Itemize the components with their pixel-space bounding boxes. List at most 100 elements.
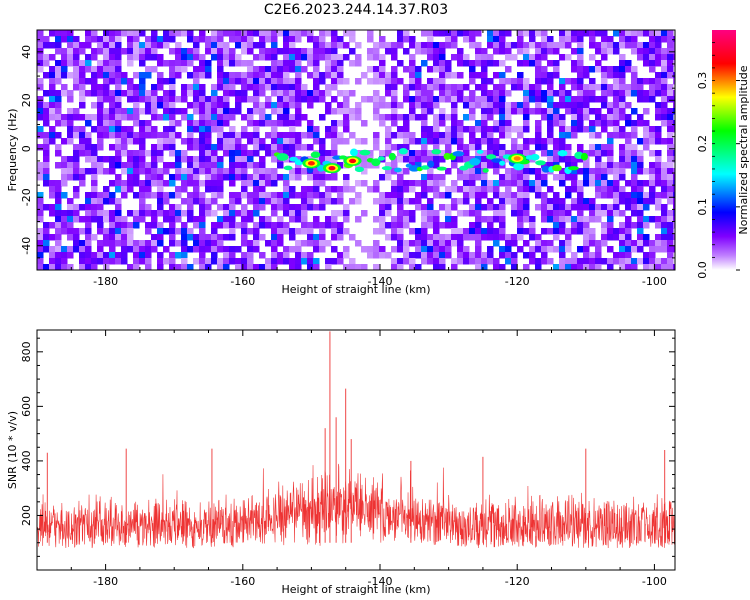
heatmap-cell bbox=[367, 186, 374, 193]
heatmap-cell bbox=[511, 54, 518, 61]
heatmap-cell bbox=[523, 54, 530, 61]
heatmap-cell bbox=[373, 132, 380, 139]
heatmap-cell bbox=[571, 228, 578, 235]
heatmap-cell bbox=[145, 150, 152, 157]
heatmap-cell bbox=[259, 72, 266, 79]
heatmap-cell bbox=[157, 186, 164, 193]
heatmap-cell bbox=[127, 264, 134, 270]
heatmap-cell bbox=[157, 132, 164, 139]
heatmap-cell bbox=[187, 114, 194, 121]
heatmap-cell bbox=[85, 198, 92, 205]
heatmap-cell bbox=[67, 246, 74, 253]
heatmap-cell bbox=[631, 198, 638, 205]
heatmap-cell bbox=[601, 54, 608, 61]
heatmap-cell bbox=[349, 60, 356, 67]
heatmap-cell bbox=[253, 198, 260, 205]
heatmap-cell bbox=[313, 42, 320, 49]
heatmap-cell bbox=[295, 72, 302, 79]
heatmap-cell bbox=[541, 210, 548, 217]
heatmap-cell bbox=[259, 168, 266, 175]
heatmap-cell bbox=[499, 150, 506, 157]
heatmap-cell bbox=[367, 252, 374, 259]
heatmap-cell bbox=[205, 72, 212, 79]
heatmap-cell bbox=[577, 216, 584, 223]
heatmap-cell bbox=[667, 60, 674, 67]
heatmap-cell bbox=[127, 210, 134, 217]
heatmap-cell bbox=[55, 144, 62, 151]
heatmap-cell bbox=[49, 246, 56, 253]
heatmap-cell bbox=[103, 168, 110, 175]
heatmap-cell bbox=[457, 186, 464, 193]
heatmap-cell bbox=[445, 96, 452, 103]
heatmap-cell bbox=[121, 246, 128, 253]
heatmap-cell bbox=[445, 168, 452, 175]
heatmap-cell bbox=[637, 168, 644, 175]
heatmap-cell bbox=[673, 180, 675, 187]
heatmap-cell bbox=[457, 240, 464, 247]
heatmap-cell bbox=[469, 114, 476, 121]
heatmap-cell bbox=[67, 252, 74, 259]
heatmap-cell bbox=[385, 42, 392, 49]
heatmap-cell bbox=[505, 108, 512, 115]
heatmap-cell bbox=[559, 102, 566, 109]
heatmap-cell bbox=[637, 156, 644, 163]
heatmap-cell bbox=[295, 240, 302, 247]
heatmap-cell bbox=[643, 222, 650, 229]
heatmap-cell bbox=[151, 132, 158, 139]
heatmap-cell bbox=[163, 102, 170, 109]
heatmap-cell bbox=[115, 138, 122, 145]
heatmap-cell bbox=[643, 126, 650, 133]
heatmap-cell bbox=[487, 54, 494, 61]
heatmap-cell bbox=[571, 126, 578, 133]
heatmap-cell bbox=[613, 102, 620, 109]
heatmap-cell bbox=[217, 102, 224, 109]
heatmap-cell bbox=[193, 156, 200, 163]
heatmap-cell bbox=[655, 36, 662, 43]
heatmap-cell bbox=[301, 192, 308, 199]
heatmap-cell bbox=[277, 216, 284, 223]
heatmap-cell bbox=[277, 30, 284, 37]
heatmap-cell bbox=[445, 222, 452, 229]
heatmap-cell bbox=[517, 78, 524, 85]
heatmap-cell bbox=[91, 252, 98, 259]
y-tick-label: 600 bbox=[20, 396, 33, 417]
heatmap-cell bbox=[553, 114, 560, 121]
heatmap-cell bbox=[295, 144, 302, 151]
heatmap-cell bbox=[433, 210, 440, 217]
heatmap-cell bbox=[139, 72, 146, 79]
heatmap-cell bbox=[451, 120, 458, 127]
heatmap-cell bbox=[349, 258, 356, 265]
heatmap-cell bbox=[373, 144, 380, 151]
heatmap-cell bbox=[307, 264, 314, 270]
heatmap-cell bbox=[475, 60, 482, 67]
heatmap-cell bbox=[475, 96, 482, 103]
heatmap-cell bbox=[67, 54, 74, 61]
heatmap-cell bbox=[37, 192, 44, 199]
heatmap-cell bbox=[553, 234, 560, 241]
heatmap-cell bbox=[169, 36, 176, 43]
heatmap-cell bbox=[235, 192, 242, 199]
heatmap-cell bbox=[241, 126, 248, 133]
heatmap-cell bbox=[445, 60, 452, 67]
heatmap-cell bbox=[571, 252, 578, 259]
heatmap-cell bbox=[649, 126, 656, 133]
heatmap-cell bbox=[613, 180, 620, 187]
heatmap-cell bbox=[379, 228, 386, 235]
heatmap-cell bbox=[295, 54, 302, 61]
heatmap-cell bbox=[187, 102, 194, 109]
heatmap-cell bbox=[121, 150, 128, 157]
heatmap-cell bbox=[379, 222, 386, 229]
heatmap-cell bbox=[259, 102, 266, 109]
heatmap-cell bbox=[361, 72, 368, 79]
heatmap-cell bbox=[661, 168, 668, 175]
heatmap-cell bbox=[109, 240, 116, 247]
heatmap-cell bbox=[535, 66, 542, 73]
heatmap-cell bbox=[649, 138, 656, 145]
heatmap-cell bbox=[103, 114, 110, 121]
heatmap-cell bbox=[217, 240, 224, 247]
heatmap-cell bbox=[295, 174, 302, 181]
heatmap-cell bbox=[523, 162, 530, 169]
heatmap-cell bbox=[181, 228, 188, 235]
heatmap-cell bbox=[289, 138, 296, 145]
heatmap-cell bbox=[241, 210, 248, 217]
